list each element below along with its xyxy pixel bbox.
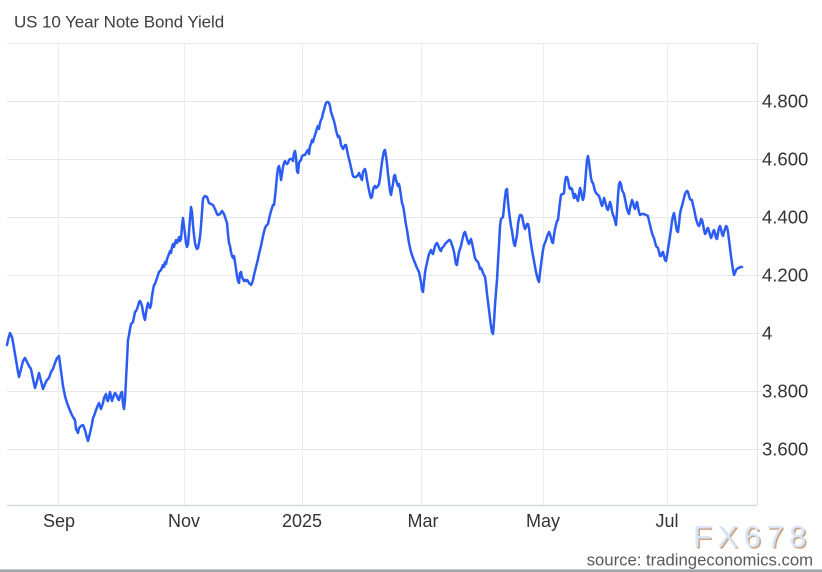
svg-text:May: May: [526, 511, 560, 531]
svg-text:Sep: Sep: [43, 511, 75, 531]
svg-text:US 10 Year Note Bond Yield: US 10 Year Note Bond Yield: [14, 13, 224, 32]
svg-text:4.800: 4.800: [762, 91, 808, 112]
svg-text:4: 4: [762, 323, 772, 344]
svg-text:FX678: FX678: [693, 519, 812, 554]
svg-text:3.600: 3.600: [762, 439, 808, 460]
svg-text:4.600: 4.600: [762, 149, 808, 170]
svg-text:Mar: Mar: [408, 511, 439, 531]
svg-text:Jul: Jul: [655, 511, 678, 531]
svg-text:4.200: 4.200: [762, 265, 808, 286]
svg-text:4.400: 4.400: [762, 207, 808, 228]
svg-text:FX678: FX678: [695, 521, 814, 556]
svg-text:2025: 2025: [282, 511, 322, 531]
svg-text:source: tradingeconomics.com: source: tradingeconomics.com: [587, 551, 813, 570]
svg-text:3.800: 3.800: [762, 381, 808, 402]
svg-text:Nov: Nov: [168, 511, 200, 531]
